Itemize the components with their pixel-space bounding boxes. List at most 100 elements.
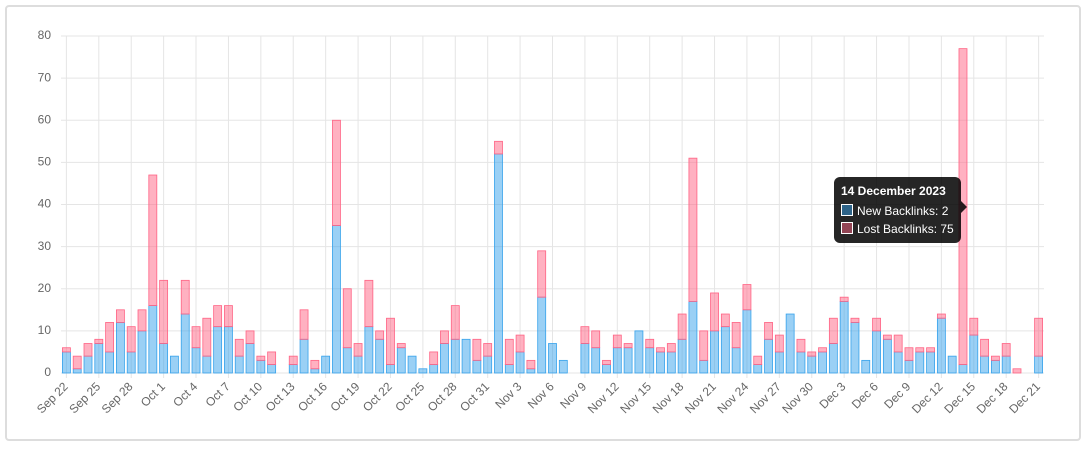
- x-tick-label: Sep 25: [66, 379, 103, 416]
- bar-segment: [213, 305, 223, 328]
- bar-segment: [558, 359, 568, 374]
- bar-segment: [742, 309, 752, 374]
- bar-segment: [159, 279, 169, 344]
- tooltip-title: 14 December 2023: [841, 184, 946, 198]
- bar-segment: [332, 119, 341, 226]
- bar-segment: [342, 347, 352, 374]
- bar-segment: [429, 351, 439, 365]
- x-tick-label: Dec 12: [909, 379, 946, 416]
- bar-segment: [947, 355, 957, 374]
- bar-segment: [386, 364, 395, 374]
- bar-segment: [699, 359, 709, 374]
- bar-segment: [234, 338, 244, 357]
- x-tick-label: Sep 22: [34, 379, 71, 416]
- bar-segment: [591, 330, 601, 349]
- bar-segment: [936, 313, 946, 319]
- bar-segment: [818, 347, 827, 353]
- bar-segment: [774, 351, 784, 374]
- bar-segment: [990, 355, 1000, 361]
- bar-segment: [62, 351, 71, 374]
- bar-segment: [677, 313, 687, 340]
- bar-segment: [526, 368, 536, 374]
- bar-segment: [548, 343, 557, 374]
- bar-segment: [83, 355, 93, 374]
- bar-segment: [796, 351, 806, 374]
- bar-segment: [310, 368, 320, 374]
- bar-segment: [180, 313, 190, 374]
- bar-segment: [839, 296, 849, 302]
- tooltip-text: Lost Backlinks: 75: [857, 222, 954, 236]
- bar-segment: [764, 338, 773, 374]
- bar-segment: [504, 338, 514, 365]
- x-tick-label: Oct 31: [457, 379, 492, 414]
- y-tick-label: 60: [38, 112, 52, 126]
- bar-segment: [612, 347, 622, 374]
- bar-segment: [267, 351, 277, 365]
- tooltip-line: Lost Backlinks: 75: [841, 220, 954, 238]
- bar-segment: [472, 338, 482, 361]
- x-tick-label: Dec 18: [974, 379, 1011, 416]
- bar-segment: [656, 347, 665, 353]
- bar-segment: [612, 334, 622, 349]
- bar-segment: [288, 364, 298, 374]
- bar-segment: [537, 250, 547, 298]
- bar-segment: [450, 338, 460, 374]
- bar-segment: [353, 355, 363, 374]
- bar-segment: [267, 364, 277, 374]
- bar-segment: [850, 317, 860, 323]
- bar-segment: [429, 364, 439, 374]
- bar-segment: [980, 338, 989, 357]
- bar-segment: [580, 326, 590, 344]
- x-tick-label: Oct 22: [360, 379, 395, 414]
- bar-segment: [666, 343, 676, 353]
- x-tick-label: Oct 13: [263, 379, 298, 414]
- bar-segment: [159, 343, 169, 374]
- bar-segment: [893, 351, 903, 374]
- x-tick-label: Dec 6: [849, 379, 881, 411]
- bar-segment: [645, 347, 655, 374]
- bar-segment: [602, 359, 611, 365]
- bar-segment: [288, 355, 298, 365]
- bar-segment: [504, 364, 514, 374]
- bar-segment: [494, 153, 503, 374]
- x-tick-label: Nov 30: [779, 379, 816, 416]
- bar-segment: [191, 347, 201, 374]
- bar-segment: [62, 347, 71, 353]
- bar-segment: [936, 317, 946, 374]
- bar-segment: [386, 317, 395, 365]
- bar-segment: [688, 300, 698, 374]
- bar-segment: [990, 359, 1000, 374]
- x-tick-label: Oct 19: [328, 379, 363, 414]
- bar-segment: [1034, 355, 1043, 374]
- swatch: [841, 204, 853, 216]
- x-tick-label: Nov 3: [492, 379, 524, 411]
- bar-segment: [483, 343, 493, 357]
- bar-segment: [148, 174, 158, 306]
- y-tick-label: 70: [38, 70, 52, 84]
- bar-segment: [105, 322, 115, 353]
- bar-segment: [720, 313, 730, 328]
- bar-segment: [472, 359, 482, 374]
- y-tick-label: 40: [38, 197, 52, 211]
- x-tick-label: Nov 24: [715, 379, 752, 416]
- bar-segment: [828, 317, 838, 344]
- bar-segment: [720, 326, 730, 374]
- bar-segment: [224, 305, 233, 328]
- bar-segment: [105, 351, 115, 374]
- bar-segment: [137, 309, 147, 332]
- bar-segment: [440, 343, 449, 374]
- x-tick-label: Oct 7: [203, 379, 233, 409]
- bar-segment: [353, 343, 363, 357]
- y-tick-label: 20: [38, 281, 52, 295]
- bar-segment: [645, 338, 655, 349]
- bar-segment: [440, 330, 449, 344]
- bar-segment: [321, 355, 331, 374]
- bar-segment: [1034, 317, 1043, 357]
- bar-segment: [710, 292, 719, 332]
- bar-segment: [580, 343, 590, 374]
- bar-segment: [72, 355, 82, 370]
- bar-segment: [83, 343, 93, 357]
- bar-segment: [256, 359, 266, 374]
- x-tick-label: Nov 27: [747, 379, 784, 416]
- tooltip-line: New Backlinks: 2: [841, 202, 954, 220]
